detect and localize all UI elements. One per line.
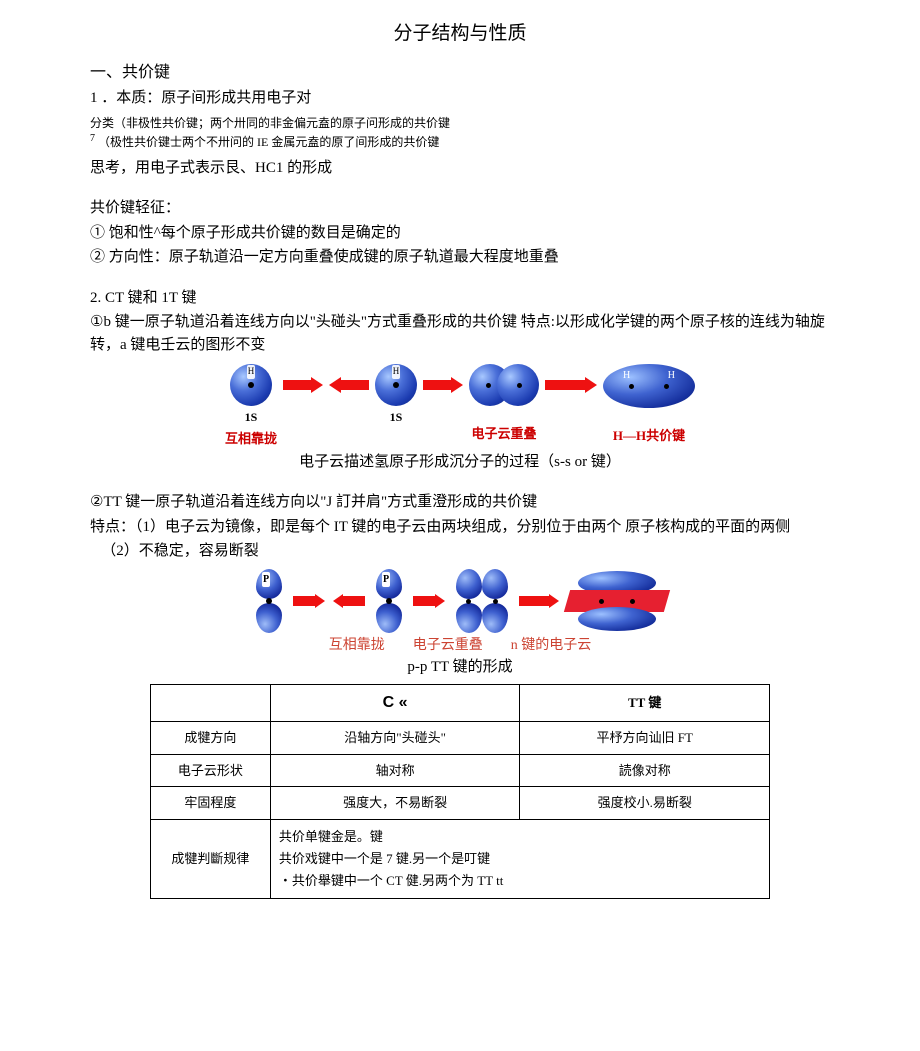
arrow-right-icon (423, 377, 463, 393)
table-cell: 沿轴方向"头碰头" (270, 722, 520, 755)
comparison-table: C « TT 键 成犍方向 沿轴方向"头碰头" 平杼方向讪旧 FT 电子云形状 … (150, 684, 770, 899)
arrow-right-icon (413, 594, 445, 608)
sigma-bond-diagram: H 1S 互相靠拢 H 1S 电子云重叠 HH H—H共价键 (90, 364, 830, 449)
arrow-right-icon (293, 594, 325, 608)
sphere-icon: H (230, 364, 272, 406)
class-line-1: 分类（非极性共价键；两个卅同的非金偏元盍的原子问形成的共价键 (90, 115, 830, 132)
pi-captions: 互相靠拢 电子云重叠 n 键的电子云 (90, 635, 830, 656)
features-heading: 共价键轻征： (90, 197, 830, 220)
arrow-right-icon (283, 377, 323, 393)
rule-line: ・共价舉键中一个 CT 健.另两个为 TT tt (279, 870, 761, 892)
p-overlap (453, 569, 511, 633)
table-cell: 成犍方向 (151, 722, 271, 755)
pi-result (567, 570, 667, 632)
table-row: 成犍判斷规律 共价单犍金是。键 共价戏键中一个是 7 键.另一个是叮键 ・共价舉… (151, 819, 770, 898)
caption-cloud: n 键的电子云 (511, 635, 592, 656)
pi-desc-2: 特点：（1）电子云为镜像，即是每个 IT 键的电子云由两块组成，分别位于由两个 … (90, 516, 830, 539)
pi-bond-diagram: P P (90, 569, 830, 633)
section-heading: 一、共价键 (90, 61, 830, 85)
table-header (151, 685, 271, 722)
sphere-icon: H (375, 364, 417, 406)
table-cell: 轴对称 (270, 754, 520, 787)
bond-result: HH H—H共价键 (603, 364, 695, 446)
orbital-1s-right: H 1S (375, 364, 417, 426)
table-header: C « (270, 685, 520, 722)
caption-approach: 互相靠拢 (329, 635, 385, 656)
table-cell: 共价单犍金是。键 共价戏键中一个是 7 键.另一个是叮键 ・共价舉键中一个 CT… (270, 819, 769, 898)
p-orbital-left: P (253, 569, 285, 633)
h-label: H (668, 368, 675, 383)
caption-overlap: 电子云重叠 (413, 635, 483, 656)
sigma-caption: 电子云描述氢原子形成沉分子的过程（s-s or 键） (90, 451, 830, 474)
table-cell: 电子云形状 (151, 754, 271, 787)
rule-line: 共价单犍金是。键 (279, 826, 761, 848)
p-orbital-right: P (373, 569, 405, 633)
table-header: TT 键 (520, 685, 770, 722)
item2-heading: 2. CT 键和 1T 键 (90, 287, 830, 310)
p-label: P (382, 572, 390, 587)
h-label: H (247, 365, 256, 379)
table-row: 成犍方向 沿轴方向"头碰头" 平杼方向讪旧 FT (151, 722, 770, 755)
rule-line: 共价戏键中一个是 7 键.另一个是叮键 (279, 848, 761, 870)
caption-bond: H—H共价键 (613, 426, 685, 446)
pi-desc-1: ②TT 键一原子轨道沿着连线方向以"J 訂并肩"方式重澄形成的共价键 (90, 491, 830, 514)
think-line: 思考，用电子式表示艮、HC1 的形成 (90, 157, 830, 180)
class-line-2: 7 （极性共价键士两个不卅问的 IE 金属元盍的原了间形成的共价键 (90, 132, 830, 151)
table-cell: 成犍判斷规律 (151, 819, 271, 898)
feature-1: ① 饱和性^每个原子形成共价键的数目是确定的 (90, 222, 830, 245)
caption-approach: 互相靠拢 (225, 429, 277, 449)
orbital-label: 1S (390, 408, 403, 426)
arrow-left-icon (329, 377, 369, 393)
sigma-desc: ①b 键一原子轨道沿着连线方向以"头碰头"方式重叠形成的共价键 特点:以形成化学… (90, 311, 830, 356)
merged-spheres-icon (469, 364, 539, 406)
class-line-2-text: （极性共价键士两个不卅问的 IE 金属元盍的原了间形成的共价键 (95, 135, 439, 149)
arrow-right-icon (545, 377, 597, 393)
pi-caption: p-p TT 键的形成 (90, 656, 830, 679)
feature-2: ② 方向性：原子轨道沿一定方向重叠使成键的原子轨道最大程度地重叠 (90, 246, 830, 269)
pi-desc-3: （2）不稳定，容易断裂 (90, 540, 830, 563)
arrow-right-icon (519, 594, 559, 608)
table-row: 电子云形状 轴对称 読像对称 (151, 754, 770, 787)
caption-overlap: 电子云重叠 (471, 424, 536, 444)
h-label: H (392, 365, 401, 379)
table-row: 牢固程度 强度大，不易断裂 强度校小.易断裂 (151, 787, 770, 820)
table-cell: 読像对称 (520, 754, 770, 787)
table-cell: 牢固程度 (151, 787, 271, 820)
table-header-row: C « TT 键 (151, 685, 770, 722)
essence-line: 1 ．本质：原子间形成共用电子对 (90, 87, 830, 110)
table-cell: 平杼方向讪旧 FT (520, 722, 770, 755)
orbital-1s-left: H 1S 互相靠拢 (225, 364, 277, 449)
h-label: H (623, 368, 630, 383)
page-title: 分子结构与性质 (90, 20, 830, 49)
p-label: P (262, 572, 270, 587)
table-cell: 强度校小.易断裂 (520, 787, 770, 820)
overlap-stage: 电子云重叠 (469, 364, 539, 444)
ellipse-icon: HH (603, 364, 695, 408)
arrow-left-icon (333, 594, 365, 608)
orbital-label: 1S (245, 408, 258, 426)
table-cell: 强度大，不易断裂 (270, 787, 520, 820)
